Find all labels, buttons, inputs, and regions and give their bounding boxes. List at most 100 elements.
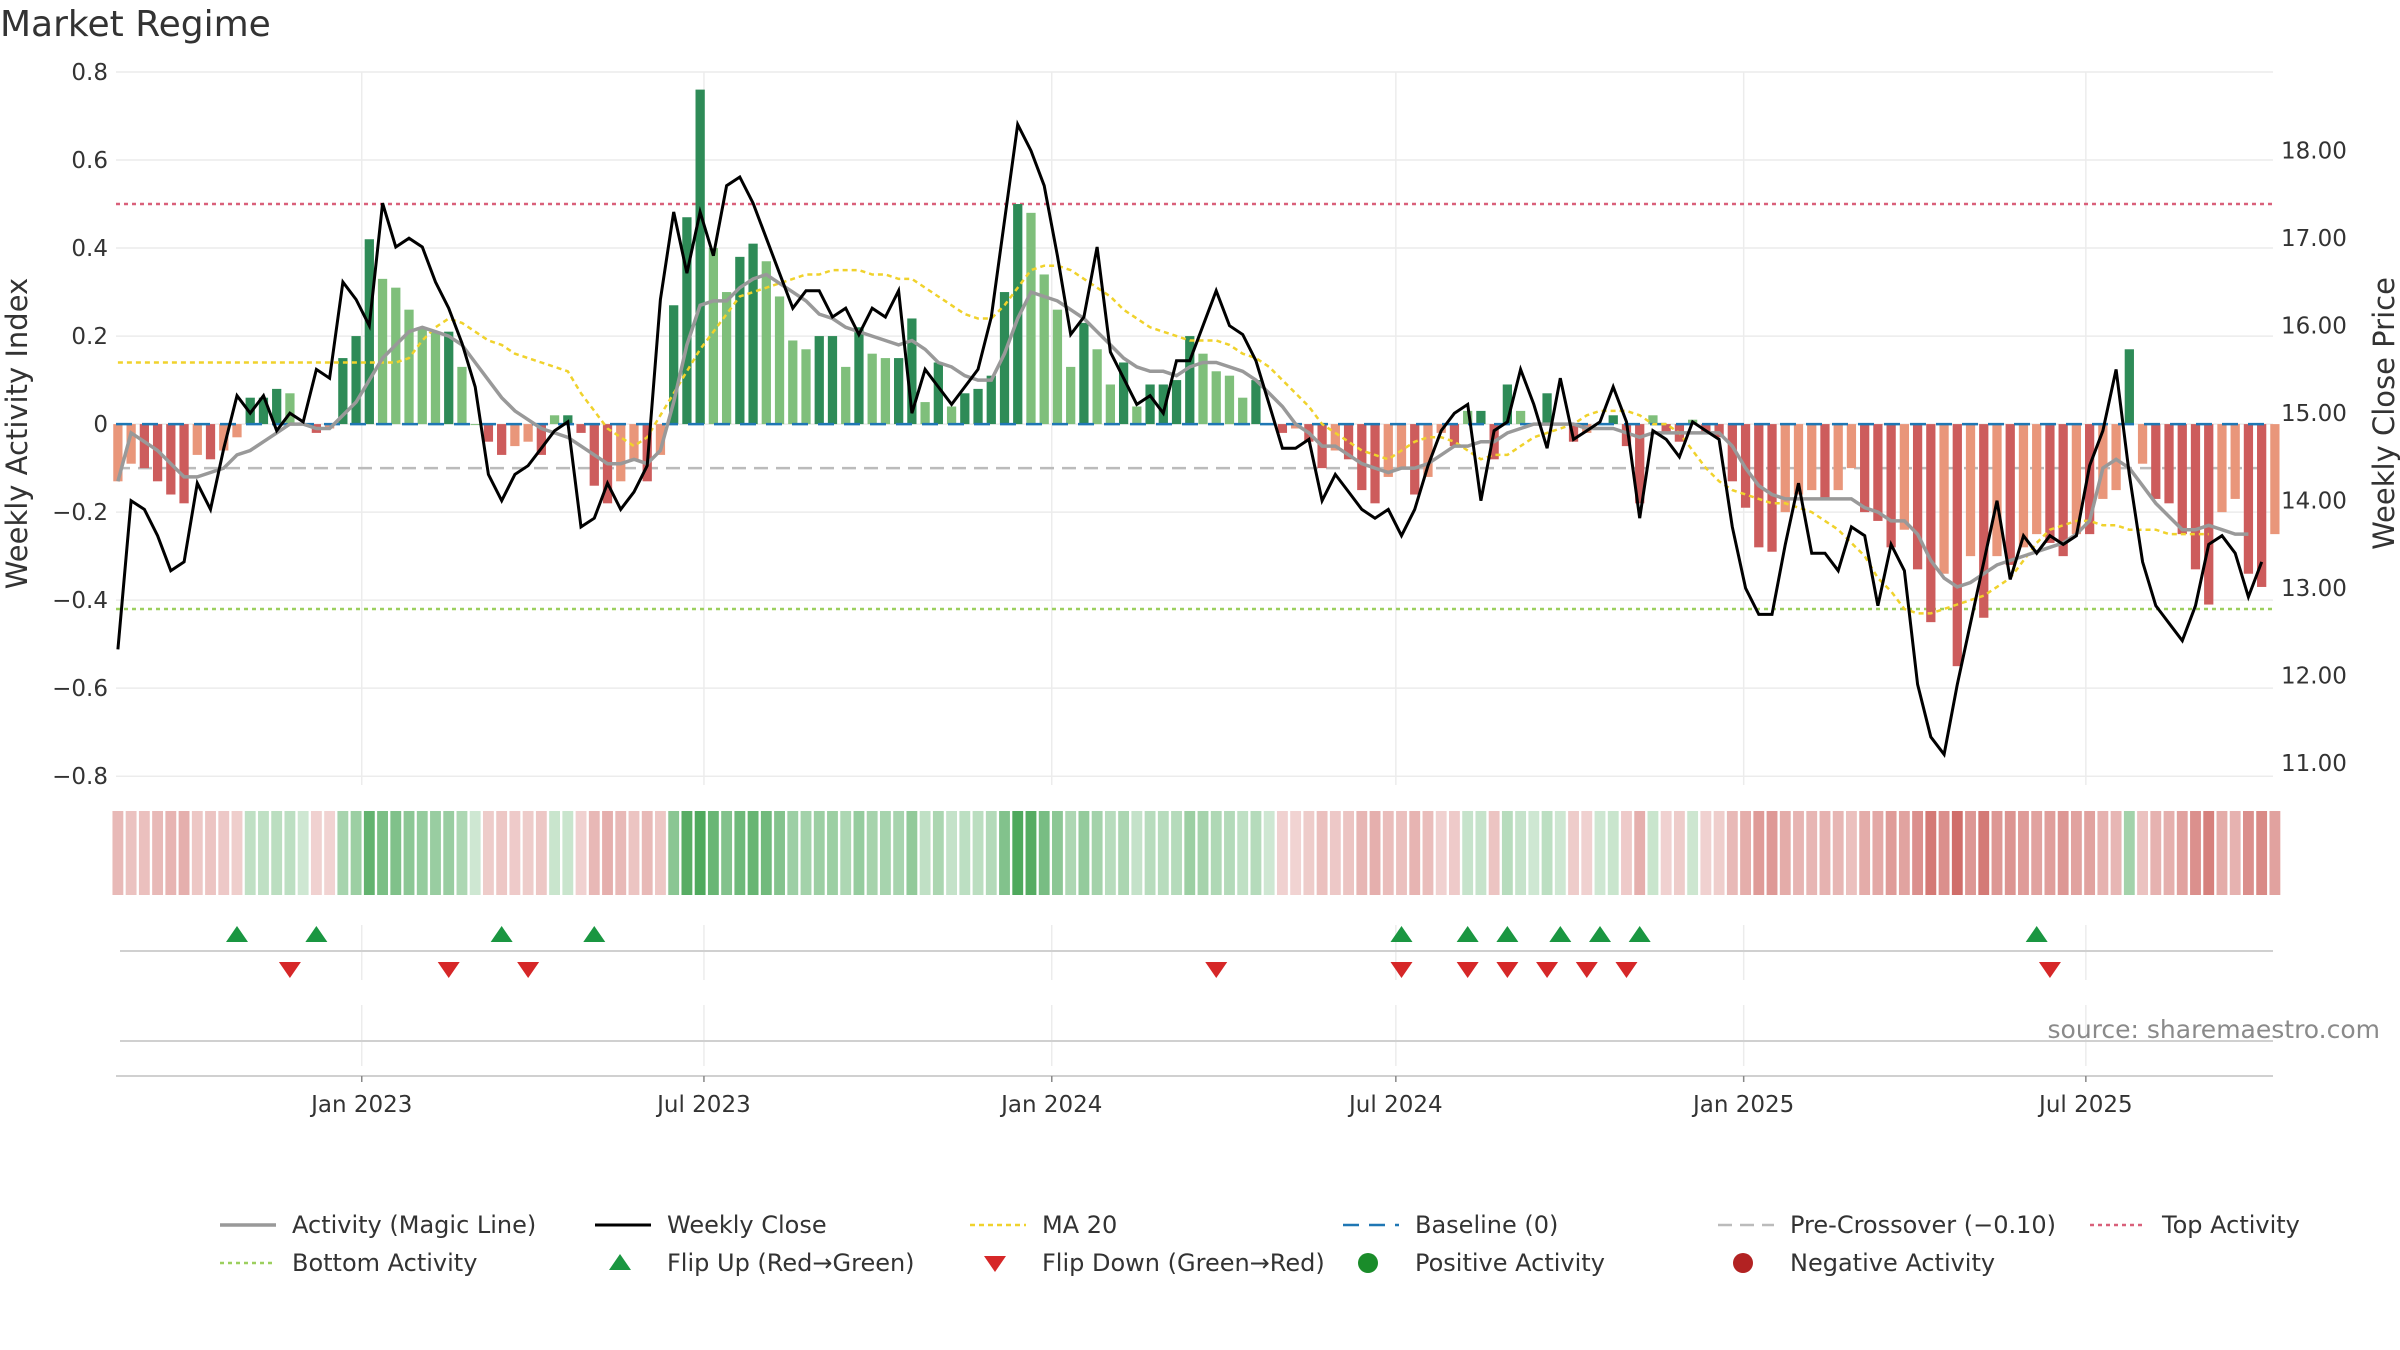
legend-label: Top Activity xyxy=(2161,1211,2300,1239)
magic-line xyxy=(116,272,2249,589)
regime-cell xyxy=(324,811,336,895)
legend-label: Flip Up (Red→Green) xyxy=(667,1249,915,1277)
activity-bar xyxy=(404,309,414,425)
activity-bar xyxy=(1502,384,1513,425)
activity-bar xyxy=(1158,384,1168,425)
regime-cell xyxy=(1541,811,1553,895)
regime-cell xyxy=(2123,811,2135,895)
activity-bar xyxy=(1277,424,1288,433)
activity-bar xyxy=(1410,424,1420,495)
regime-cell xyxy=(443,811,455,895)
regime-cell xyxy=(1740,811,1751,895)
legend-label: Negative Activity xyxy=(1790,1249,1995,1277)
activity-bar xyxy=(338,358,348,425)
regime-cell xyxy=(1806,811,1818,895)
activity-bar xyxy=(682,217,692,425)
activity-bar xyxy=(907,318,917,425)
left-axis-title: Weekly Activity Index xyxy=(0,278,34,589)
left-axis-ticks: 0.8 0.6 0.4 0.2 0 −0.2 −0.4 −0.6 −0.8 xyxy=(52,60,108,790)
regime-cell xyxy=(1224,811,1235,895)
regime-cell xyxy=(1276,811,1288,895)
activity-bar xyxy=(351,336,361,425)
activity-bar xyxy=(2032,424,2042,535)
regime-cell xyxy=(932,811,944,895)
x-tick-label: Jan 2024 xyxy=(999,1092,1102,1118)
flip-up-marker xyxy=(305,926,328,942)
regime-cell xyxy=(1052,811,1063,895)
activity-bar xyxy=(1621,424,1632,447)
regime-cell xyxy=(1938,811,1950,895)
activity-bar xyxy=(2243,424,2254,574)
regime-cell xyxy=(774,811,785,895)
activity-bar xyxy=(364,239,374,425)
activity-bar xyxy=(1396,424,1407,469)
activity-bar xyxy=(166,424,176,495)
regime-cell xyxy=(549,811,561,895)
regime-cell xyxy=(906,811,918,895)
activity-bar xyxy=(1185,336,1195,425)
regime-cell xyxy=(1594,811,1606,895)
flip-down-markers xyxy=(278,962,2061,978)
activity-bar xyxy=(999,292,1010,425)
activity-bar xyxy=(1026,212,1036,425)
regime-cell xyxy=(2150,811,2162,895)
regime-cell xyxy=(946,811,958,895)
regime-cell xyxy=(535,811,547,895)
activity-bar xyxy=(801,349,811,425)
activity-bar xyxy=(2164,424,2174,504)
activity-bar xyxy=(1291,424,1301,429)
activity-bar xyxy=(708,248,719,425)
legend-item: Flip Down (Green→Red) xyxy=(984,1249,1325,1277)
legend-swatch xyxy=(1358,1253,1378,1273)
regime-cell xyxy=(1501,811,1513,895)
legend-label: Baseline (0) xyxy=(1415,1211,1558,1239)
regime-cell xyxy=(2137,811,2148,895)
activity-bar xyxy=(1727,424,1737,482)
regime-cell xyxy=(1991,811,2003,895)
activity-bar xyxy=(1899,424,1909,530)
left-tick-label: −0.6 xyxy=(52,676,108,702)
activity-bar xyxy=(549,415,560,425)
weekly-close-line xyxy=(116,119,2264,758)
legend-item: Positive Activity xyxy=(1358,1249,1605,1277)
regime-cell xyxy=(1329,811,1341,895)
flip-down-marker xyxy=(517,962,540,978)
regime-cell xyxy=(800,811,812,895)
regime-cell xyxy=(2242,811,2254,895)
regime-cell xyxy=(1144,811,1156,895)
activity-bar xyxy=(1383,424,1393,477)
activity-bar xyxy=(2151,424,2161,499)
regime-cell xyxy=(999,811,1010,895)
regime-cell xyxy=(1607,811,1619,895)
activity-bar xyxy=(497,424,507,455)
right-tick-label: 11.00 xyxy=(2281,751,2347,777)
regime-cell xyxy=(1568,811,1579,895)
activity-bar xyxy=(523,424,533,442)
activity-bar xyxy=(880,358,891,425)
activity-bar xyxy=(2257,424,2267,587)
activity-bar xyxy=(576,424,586,433)
activity-bar xyxy=(2045,424,2055,543)
regime-cell xyxy=(205,811,216,895)
regime-cell xyxy=(271,811,283,895)
regime-cell xyxy=(919,811,931,895)
regime-cell xyxy=(2057,811,2069,895)
activity-bar xyxy=(1780,424,1790,513)
regime-cell xyxy=(1515,811,1527,895)
activity-bar xyxy=(1979,424,1989,618)
legend-item: Negative Activity xyxy=(1733,1249,1995,1277)
activity-bar xyxy=(1013,204,1023,425)
regime-cell xyxy=(747,811,759,895)
flip-down-marker xyxy=(1390,962,1413,978)
activity-bar xyxy=(986,375,996,425)
activity-bar xyxy=(1912,424,1923,570)
activity-bar xyxy=(1820,424,1830,499)
regime-cell xyxy=(2044,811,2056,895)
left-tick-label: 0.2 xyxy=(71,324,108,350)
activity-bar xyxy=(536,424,546,455)
activity-bar xyxy=(721,292,732,425)
activity-bar xyxy=(2098,424,2108,499)
legend-item: Activity (Magic Line) xyxy=(220,1211,536,1239)
regime-cell xyxy=(2110,811,2122,895)
regime-cell xyxy=(1184,811,1196,895)
